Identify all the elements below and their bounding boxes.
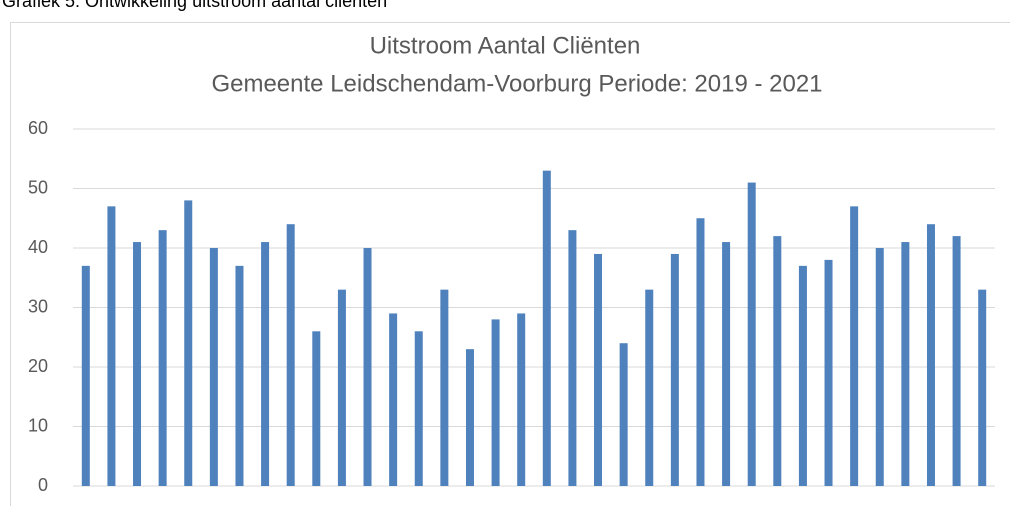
bar	[414, 331, 423, 486]
bar	[235, 265, 244, 486]
bar	[337, 289, 346, 486]
chart-title: Uitstroom Aantal Cliënten	[370, 32, 641, 59]
bar	[722, 242, 731, 486]
bar	[773, 236, 782, 486]
bar	[619, 343, 628, 486]
bar	[798, 265, 807, 486]
bar	[901, 242, 910, 486]
bar	[594, 253, 603, 486]
bar	[133, 242, 142, 486]
bar	[875, 248, 884, 486]
y-tick-label: 10	[28, 415, 48, 435]
bar	[850, 206, 859, 486]
bar	[440, 289, 449, 486]
caption: Grafiek 5: Ontwikkeling uitstroom aantal…	[2, 0, 387, 11]
bar	[670, 253, 679, 486]
bar	[209, 248, 218, 486]
bar	[696, 218, 705, 486]
bar	[824, 259, 833, 486]
bar	[978, 289, 987, 486]
bar	[926, 224, 935, 486]
bar	[568, 230, 577, 486]
bar	[465, 349, 474, 486]
chart-border	[10, 22, 1010, 506]
bar	[107, 206, 116, 486]
bar	[389, 313, 398, 486]
bar	[645, 289, 654, 486]
bar	[312, 331, 321, 486]
bar	[952, 236, 961, 486]
bar	[286, 224, 295, 486]
y-tick-label: 30	[28, 296, 48, 316]
bar	[491, 319, 500, 486]
y-tick-label: 50	[28, 177, 48, 197]
bar	[158, 230, 167, 486]
bar	[747, 182, 756, 487]
chart-subtitle: Gemeente Leidschendam-Voorburg Periode: …	[211, 70, 822, 97]
y-tick-label: 0	[38, 475, 48, 495]
y-tick-label: 20	[28, 356, 48, 376]
bar	[542, 170, 551, 486]
bar	[363, 248, 372, 486]
bar	[517, 313, 526, 486]
bar	[261, 242, 270, 486]
y-tick-label: 40	[28, 237, 48, 257]
y-tick-label: 60	[28, 118, 48, 138]
bar	[81, 265, 90, 486]
bar	[184, 200, 193, 486]
